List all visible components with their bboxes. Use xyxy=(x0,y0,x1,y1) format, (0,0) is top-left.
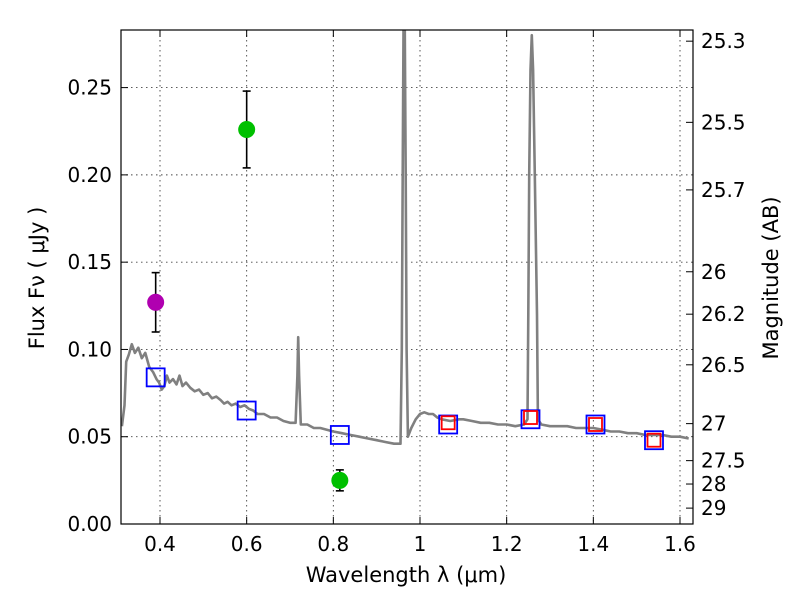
model-square-marker-alt xyxy=(588,417,603,432)
plot-frame xyxy=(120,29,694,525)
model-square-marker xyxy=(329,425,350,445)
y2-tick-label: 26.5 xyxy=(701,353,746,377)
y2-tick-label: 27.5 xyxy=(701,449,746,473)
y2-tick-label: 25.7 xyxy=(701,178,746,202)
y-axis-label: Flux Fν ( μJy ) xyxy=(25,207,49,350)
y2-tick-label: 25.5 xyxy=(701,110,746,134)
markers xyxy=(145,90,664,492)
model-square-marker-alt xyxy=(440,415,456,431)
y2-tick-label: 27 xyxy=(701,412,726,436)
model-square-marker-alt xyxy=(646,432,662,448)
model-square-marker xyxy=(145,367,166,388)
x-tick-label: 1 xyxy=(414,532,427,556)
y2-axis-label: Magnitude (AB) xyxy=(759,196,783,359)
y2-tick-label: 26.2 xyxy=(701,302,746,326)
y-tick-label: 0.05 xyxy=(67,425,112,449)
y2-tick-label: 26 xyxy=(701,260,726,284)
model-square-marker xyxy=(585,414,606,435)
y2-tick-label: 29 xyxy=(701,496,726,520)
y2-tick-label: 28 xyxy=(701,472,726,496)
x-tick-label: 0.8 xyxy=(317,532,349,556)
x-tick-label: 0.4 xyxy=(144,532,176,556)
ticks: 0.4 0.6 0.8 1 1.2 1.4 1.6 0.00 0.05 0.10 0.15 0.20 0… xyxy=(67,29,745,556)
y-tick-label: 0.10 xyxy=(67,337,112,361)
observed-point xyxy=(238,120,256,138)
observed-point xyxy=(331,471,349,489)
model-square-marker-alt xyxy=(523,410,538,425)
observed-point xyxy=(147,293,165,311)
x-tick-label: 1.6 xyxy=(664,532,696,556)
plot-area xyxy=(121,30,689,445)
y2-tick-label: 25.3 xyxy=(701,29,746,53)
x-tick-label: 1.2 xyxy=(491,532,523,556)
y-tick-label: 0.20 xyxy=(67,163,112,187)
y-tick-label: 0.25 xyxy=(67,76,112,100)
x-axis-label: Wavelength λ (μm) xyxy=(306,563,507,587)
x-tick-label: 0.6 xyxy=(231,532,263,556)
x-tick-label: 1.4 xyxy=(577,532,609,556)
spectrum-line xyxy=(121,30,689,445)
y-tick-label: 0.00 xyxy=(67,512,112,536)
model-square-marker xyxy=(644,430,664,451)
y-tick-label: 0.15 xyxy=(67,250,112,274)
model-square-marker xyxy=(236,400,257,421)
